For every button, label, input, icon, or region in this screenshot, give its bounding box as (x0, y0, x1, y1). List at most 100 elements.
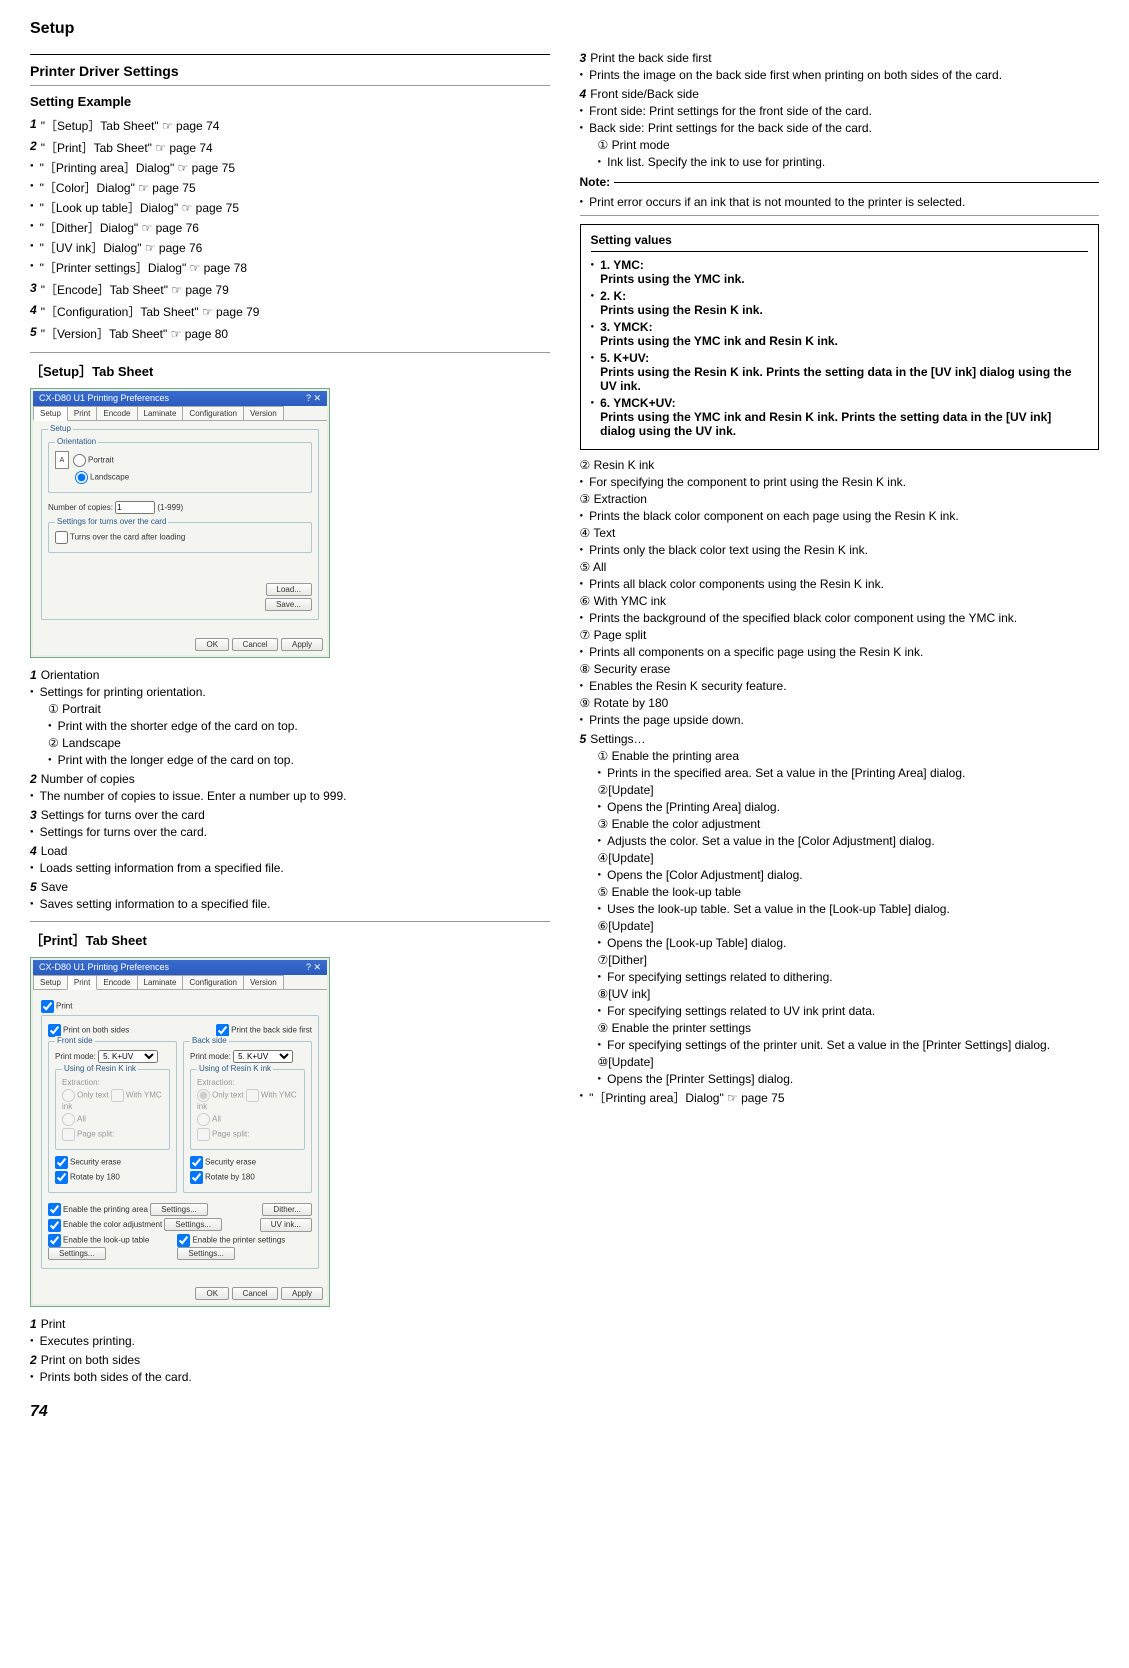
dither-button[interactable]: Dither... (262, 1203, 312, 1216)
save-button[interactable]: Save... (265, 598, 312, 611)
tab-laminate[interactable]: Laminate (137, 975, 184, 989)
toc-item: 3"［Encode］Tab Sheet" ☞ page 79 (30, 281, 550, 298)
tab-laminate[interactable]: Laminate (137, 406, 184, 420)
portrait-radio[interactable] (73, 454, 86, 467)
circled-num: ① (48, 702, 59, 716)
text: For specifying the component to print us… (589, 475, 906, 489)
sub-bullet: Opens the [Look-up Table] dialog. (598, 936, 1100, 950)
toc-sub: "［UV ink］Dialog" ☞ page 76 (30, 239, 550, 256)
turns-check[interactable] (55, 531, 68, 544)
note-text: Print error occurs if an ink that is not… (580, 195, 1100, 209)
item: 4Load (30, 844, 550, 858)
box-item: 2. K:Prints using the Resin K ink. (591, 289, 1089, 317)
toc-item: 5"［Version］Tab Sheet" ☞ page 80 (30, 325, 550, 342)
page-number: 74 (30, 1403, 1099, 1421)
toc-sub: "［Dither］Dialog" ☞ page 76 (30, 219, 550, 236)
item: 3Print the back side first (580, 51, 1100, 65)
tab-setup[interactable]: Setup (33, 406, 68, 421)
tab-config[interactable]: Configuration (182, 406, 244, 420)
uv-button[interactable]: UV ink... (260, 1218, 312, 1231)
toc-item: 1"［Setup］Tab Sheet" ☞ page 74 (30, 117, 550, 134)
text: Adjusts the color. Set a value in the [C… (607, 834, 935, 848)
text: Print error occurs if an ink that is not… (589, 195, 965, 209)
tab-encode[interactable]: Encode (96, 406, 137, 420)
sub-bullet: Opens the [Color Adjustment] dialog. (598, 868, 1100, 882)
window-buttons: ? ✕ (306, 393, 321, 404)
print-check[interactable] (41, 1000, 54, 1013)
bullet: Prints the image on the back side first … (580, 68, 1100, 82)
sub-item: ⑤ Enable the look-up table (598, 885, 1100, 899)
settings-button[interactable]: Settings... (150, 1203, 208, 1216)
sec-check[interactable] (190, 1156, 203, 1169)
settings-button[interactable]: Settings... (164, 1218, 222, 1231)
rot-check[interactable] (55, 1171, 68, 1184)
tabs: Setup Print Encode Laminate Configuratio… (33, 406, 327, 421)
copies-range: (1-999) (157, 503, 183, 512)
text: Uses the look-up table. Set a value in t… (607, 902, 950, 916)
sub-bullet: For specifying settings of the printer u… (598, 1038, 1100, 1052)
toc-text: "［Configuration］Tab Sheet" ☞ page 79 (41, 303, 260, 320)
head: Settings… (590, 732, 645, 746)
box-item: 5. K+UV:Prints using the Resin K ink. Pr… (591, 351, 1089, 393)
circled-num: ④ (598, 851, 609, 865)
divider (30, 921, 550, 922)
setting-values-box: Setting values 1. YMC:Prints using the Y… (580, 224, 1100, 450)
settings-button[interactable]: Settings... (48, 1247, 106, 1260)
circled-num: ② (580, 458, 591, 472)
rot-check[interactable] (190, 1171, 203, 1184)
sub-bullet: Prints in the specified area. Set a valu… (598, 766, 1100, 780)
load-button[interactable]: Load... (266, 583, 312, 596)
only-radio (62, 1089, 75, 1102)
text: For specifying settings of the printer u… (607, 1038, 1050, 1052)
ok-button[interactable]: OK (195, 638, 229, 651)
num: 4 (30, 303, 37, 320)
circled-num: ③ (598, 817, 609, 831)
front-label: Front side (55, 1036, 95, 1045)
sub-item: ① Print mode (598, 138, 1100, 152)
num: 5 (30, 325, 37, 342)
ok-button[interactable]: OK (195, 1287, 229, 1300)
setup-screenshot: CX-D80 U1 Printing Preferences ? ✕ Setup … (30, 388, 330, 658)
divider (30, 352, 550, 353)
pm-select[interactable]: 5. K+UV (233, 1050, 293, 1063)
sub-bullet: For specifying the component to print us… (580, 475, 1100, 489)
heading-setup-tab: ［Setup］Tab Sheet (30, 361, 550, 380)
ps-label: Page split: (77, 1130, 114, 1139)
tab-config[interactable]: Configuration (182, 975, 244, 989)
tab-version[interactable]: Version (243, 975, 284, 989)
landscape-radio[interactable] (75, 471, 88, 484)
cancel-button[interactable]: Cancel (232, 638, 279, 651)
tab-print[interactable]: Print (67, 406, 97, 420)
num: 1 (30, 117, 37, 134)
ps-label: Enable the printer settings (192, 1235, 285, 1244)
tab-setup[interactable]: Setup (33, 975, 68, 989)
area-check[interactable] (48, 1203, 61, 1216)
tab-print[interactable]: Print (67, 975, 97, 990)
tab-version[interactable]: Version (243, 406, 284, 420)
text: Loads setting information from a specifi… (40, 861, 284, 875)
head: Load (41, 844, 68, 858)
tab-encode[interactable]: Encode (96, 975, 137, 989)
color-check[interactable] (48, 1219, 61, 1232)
sec-check[interactable] (55, 1156, 68, 1169)
look-check[interactable] (48, 1234, 61, 1247)
apply-button[interactable]: Apply (281, 638, 323, 651)
settings-button[interactable]: Settings... (177, 1247, 235, 1260)
toc-sub: "［Color］Dialog" ☞ page 75 (30, 179, 550, 196)
cancel-button[interactable]: Cancel (232, 1287, 279, 1300)
pm-select[interactable]: 5. K+UV (98, 1050, 158, 1063)
sub-item: ④ Text (580, 526, 1100, 540)
item: 4Front side/Back side (580, 87, 1100, 101)
copies-input[interactable] (115, 501, 155, 514)
heading-example: Setting Example (30, 94, 550, 109)
sub-item: ⑩[Update] (598, 1055, 1100, 1069)
ps-check[interactable] (177, 1234, 190, 1247)
sub-bullet: Opens the [Printer Settings] dialog. (598, 1072, 1100, 1086)
title-text: CX-D80 U1 Printing Preferences (39, 393, 169, 404)
box-heading: Setting values (591, 233, 1089, 252)
text: Saves setting information to a specified… (40, 897, 271, 911)
box-item: 3. YMCK:Prints using the YMC ink and Res… (591, 320, 1089, 348)
item: 1Print (30, 1317, 550, 1331)
bullet: Executes printing. (30, 1334, 550, 1348)
apply-button[interactable]: Apply (281, 1287, 323, 1300)
